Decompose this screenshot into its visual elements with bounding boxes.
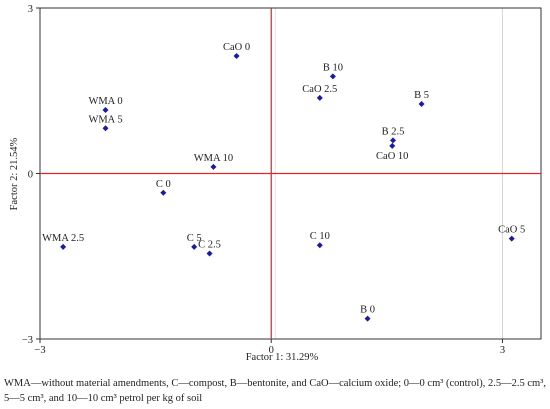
point-label-cao-0: CaO 0 [223,42,250,53]
point-label-wma-0: WMA 0 [88,96,122,107]
x-tick-label-0: −3 [34,345,45,356]
y-axis-label: Factor 2: 21.54% [9,137,20,210]
y-tick-label-2: −3 [22,335,33,346]
point-label-cao-2-5: CaO 2.5 [302,84,337,95]
point-label-c-0: C 0 [156,179,171,190]
point-cao-2-5 [316,94,323,101]
point-label-c-10: C 10 [310,231,330,242]
point-label-b-0: B 0 [360,305,375,316]
x-tick-label-1: 0 [269,345,274,356]
point-label-wma-5: WMA 5 [88,114,122,125]
point-label-cao-5: CaO 5 [498,225,525,236]
x-axis-label: Factor 1: 31.29% [246,352,319,363]
reference-lines [40,8,541,339]
data-points: CaO 0 B 10 CaO 2.5 B 5 WMA 0 WMA 5 B 2.5 CaO 10… [42,42,525,322]
point-c-0 [160,189,167,196]
point-b-5 [418,100,425,107]
y-tick-label-1: 0 [28,170,33,181]
figure-caption: WMA—without material amendments, C—compo… [4,378,546,404]
point-wma-5 [102,125,109,132]
point-label-b-5: B 5 [414,90,429,101]
point-wma-2-5 [60,243,67,250]
point-wma-0 [102,107,109,114]
point-c-2-5 [206,250,213,257]
x-tick-label-2: 3 [500,345,505,356]
point-label-wma-10: WMA 10 [194,153,233,164]
point-c-10 [316,242,323,249]
point-cao-0 [233,52,240,59]
point-label-c-2-5: C 2.5 [198,239,221,250]
point-label-wma-2-5: WMA 2.5 [42,233,84,244]
axis-ticks: −3 0 3 3 0 −3 [22,4,505,356]
point-label-cao-10: CaO 10 [376,151,408,162]
y-tick-label-0: 3 [28,4,33,15]
point-b-0 [364,315,371,322]
point-cao-5 [508,235,515,242]
point-b-10 [329,73,336,80]
point-b-2-5 [390,137,397,144]
point-cao-10 [389,142,396,149]
point-label-b-10: B 10 [323,62,343,73]
point-c-5 [191,243,198,250]
point-label-c-5: C 5 [187,233,202,244]
point-wma-10 [210,163,217,170]
point-label-b-2-5: B 2.5 [382,126,405,137]
scatter-chart: −3 0 3 3 0 −3 CaO 0 B 10 CaO 2.5 B 5 WMA 0 WMA 5 B … [9,4,542,363]
